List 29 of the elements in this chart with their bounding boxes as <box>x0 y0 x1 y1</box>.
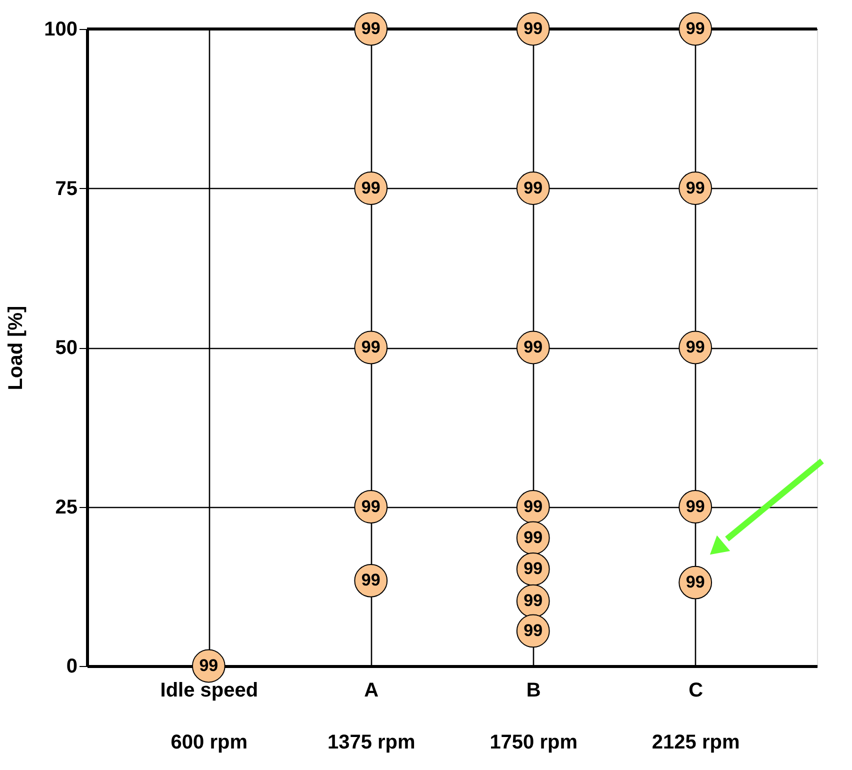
annotation: 99 <box>361 570 380 590</box>
y-tick-label: 100 <box>44 18 78 40</box>
y-tick-label: 50 <box>55 337 78 359</box>
y-tick-label: 0 <box>66 656 78 678</box>
category-label: Idle speed 600 rpm <box>160 680 258 754</box>
category-label: A 1375 rpm <box>327 680 416 754</box>
annotation: 99 <box>686 19 705 38</box>
annotation: 99 <box>524 19 543 38</box>
annotation: 99 <box>686 496 705 516</box>
category-label: B 1750 rpm <box>490 680 578 754</box>
annotation: 99 <box>524 178 543 198</box>
annotation: 99 <box>361 496 380 516</box>
annotation: 99 <box>199 656 218 675</box>
annotation: 99 <box>361 19 380 38</box>
annotation: 99 <box>686 572 705 592</box>
category-label: C 2125 rpm <box>652 680 740 754</box>
annotation: 99 <box>524 620 543 640</box>
annotation: 99 <box>524 496 543 516</box>
annotation: 99 <box>361 338 380 356</box>
y-tick-label: 75 <box>55 178 78 200</box>
annotation: 99 <box>524 338 543 356</box>
annotation: 99 <box>686 178 705 198</box>
annotation: 99 <box>361 178 380 198</box>
annotation: 99 <box>524 528 543 547</box>
annotation: 99 <box>524 559 543 578</box>
annotation: 99 <box>686 338 705 356</box>
annotation: 99 <box>524 591 543 610</box>
y-axis-title: Load [%] <box>5 306 28 390</box>
y-tick-label: 25 <box>55 496 78 518</box>
